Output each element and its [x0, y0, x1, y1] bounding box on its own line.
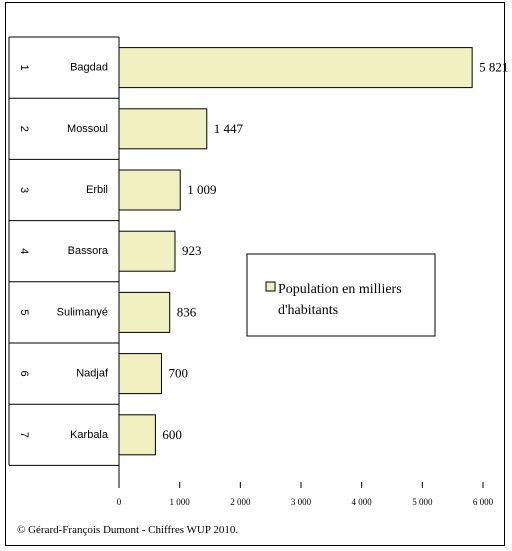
- rank-label: 5: [18, 309, 30, 315]
- rank-label: 3: [18, 187, 30, 193]
- category-label: Bassora: [68, 245, 109, 257]
- source-credit: © Gérard-François Dumont - Chiffres WUP …: [17, 524, 238, 536]
- x-tick-label: 1 000: [170, 497, 191, 507]
- x-axis: 0 1 000 2 000 3 000 4 000 5 000 6 000: [117, 482, 494, 507]
- x-tick-label: 6 000: [473, 497, 494, 507]
- data-label: 836: [177, 304, 197, 319]
- x-tick-label: 0: [117, 497, 122, 507]
- legend-box: [246, 253, 436, 337]
- rank-label: 7: [18, 432, 30, 438]
- data-label: 600: [162, 427, 182, 442]
- legend-swatch: [265, 281, 276, 292]
- category-label: Sulimanyé: [57, 306, 108, 318]
- data-label: 5 821: [479, 60, 508, 75]
- data-label: 700: [168, 366, 188, 381]
- bar: [118, 230, 176, 272]
- rank-label: 2: [18, 126, 30, 132]
- legend-label-line-2: d'habitants: [278, 303, 338, 318]
- x-tick-label: 4 000: [352, 497, 373, 507]
- rank-label: 6: [18, 371, 30, 377]
- category-label: Karbala: [70, 429, 109, 441]
- category-label: Nadjaf: [76, 368, 109, 380]
- data-label: 1 447: [214, 121, 244, 136]
- bar: [118, 47, 473, 89]
- category-label: Bagdad: [70, 62, 108, 74]
- bar: [118, 353, 162, 395]
- x-tick-label: 2 000: [230, 497, 251, 507]
- bar: [118, 169, 181, 211]
- bar: [118, 414, 156, 456]
- rank-label: 4: [18, 248, 30, 254]
- x-tick-label: 3 000: [291, 497, 312, 507]
- legend-label-line-1: Population en milliers: [278, 282, 402, 297]
- bar: [118, 108, 208, 150]
- category-label: Erbil: [86, 184, 108, 196]
- rank-label: 1: [18, 65, 30, 71]
- data-label: 923: [182, 243, 202, 258]
- bars: 5 821 1 447 1 009 923 836 700 600: [118, 47, 508, 456]
- category-table: 1 Bagdad 2 Mossoul 3 Erbil 4 Bassora 5 Sulimanyé 6…: [8, 36, 120, 485]
- x-tick-label: 5 000: [412, 497, 433, 507]
- legend: Population en milliers d'habitants: [246, 253, 436, 337]
- data-label: 1 009: [187, 182, 216, 197]
- bar: [118, 291, 171, 333]
- category-label: Mossoul: [67, 123, 108, 135]
